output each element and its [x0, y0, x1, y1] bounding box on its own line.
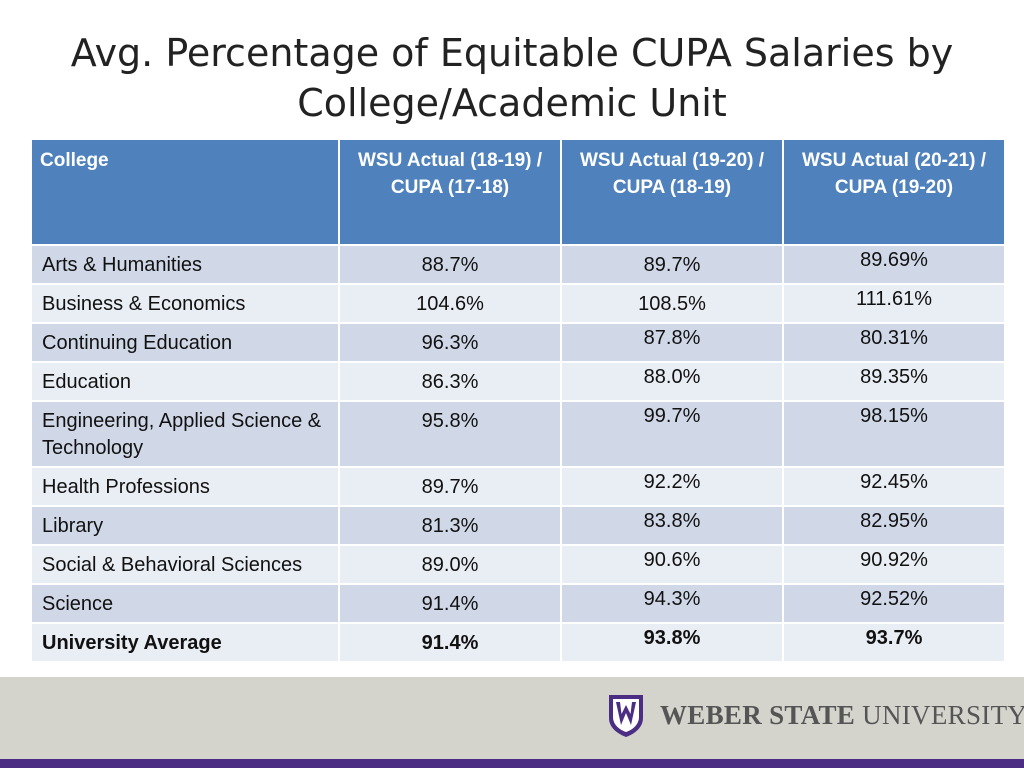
footer-band: [0, 677, 1024, 768]
value-20-21: 111.61%: [782, 283, 1006, 324]
wordmark-regular: UNIVERSITY: [862, 700, 1024, 730]
college-name: Health Professions: [30, 466, 340, 507]
value-18-19: 104.6%: [338, 283, 562, 324]
header-college: College: [30, 138, 340, 246]
header-wsu-20-21: WSU Actual (20-21) / CUPA (19-20): [782, 138, 1006, 246]
value-19-20: 108.5%: [560, 283, 784, 324]
title-line-1: Avg. Percentage of Equitable CUPA Salari…: [70, 31, 954, 75]
value-20-21: 90.92%: [782, 544, 1006, 585]
value-20-21: 82.95%: [782, 505, 1006, 546]
value-20-21: 89.69%: [782, 244, 1006, 285]
university-wordmark: WEBER STATE UNIVERSITY: [660, 700, 1024, 731]
value-19-20: 83.8%: [560, 505, 784, 546]
college-name: Library: [30, 505, 340, 546]
header-wsu-19-20: WSU Actual (19-20) / CUPA (18-19): [560, 138, 784, 246]
college-name: Business & Economics: [30, 283, 340, 324]
value-18-19: 91.4%: [338, 583, 562, 624]
value-18-19: 91.4%: [338, 622, 562, 663]
college-name: Continuing Education: [30, 322, 340, 363]
footer-purple-bar: [0, 759, 1024, 768]
table-row: Library 81.3% 83.8% 82.95%: [30, 505, 1006, 546]
value-18-19: 95.8%: [338, 400, 562, 468]
header-wsu-18-19: WSU Actual (18-19) / CUPA (17-18): [338, 138, 562, 246]
wordmark-bold: WEBER STATE: [660, 700, 856, 730]
table-row: Social & Behavioral Sciences 89.0% 90.6%…: [30, 544, 1006, 585]
value-19-20: 93.8%: [560, 622, 784, 663]
value-19-20: 90.6%: [560, 544, 784, 585]
value-18-19: 81.3%: [338, 505, 562, 546]
college-name: University Average: [30, 622, 340, 663]
value-20-21: 92.45%: [782, 466, 1006, 507]
slide-title: Avg. Percentage of Equitable CUPA Salari…: [0, 28, 1024, 128]
value-18-19: 96.3%: [338, 322, 562, 363]
value-20-21: 93.7%: [782, 622, 1006, 663]
value-20-21: 92.52%: [782, 583, 1006, 624]
value-18-19: 86.3%: [338, 361, 562, 402]
university-average-row: University Average 91.4% 93.8% 93.7%: [30, 622, 1006, 663]
value-19-20: 87.8%: [560, 322, 784, 363]
table-row: Science 91.4% 94.3% 92.52%: [30, 583, 1006, 624]
value-19-20: 99.7%: [560, 400, 784, 468]
title-line-2: College/Academic Unit: [297, 81, 727, 125]
value-20-21: 98.15%: [782, 400, 1006, 468]
table-row: Arts & Humanities 88.7% 89.7% 89.69%: [30, 244, 1006, 285]
value-20-21: 89.35%: [782, 361, 1006, 402]
table-row: Health Professions 89.7% 92.2% 92.45%: [30, 466, 1006, 507]
value-20-21: 80.31%: [782, 322, 1006, 363]
value-18-19: 88.7%: [338, 244, 562, 285]
value-19-20: 94.3%: [560, 583, 784, 624]
table-row: Education 86.3% 88.0% 89.35%: [30, 361, 1006, 402]
table-row: Continuing Education 96.3% 87.8% 80.31%: [30, 322, 1006, 363]
college-name: Arts & Humanities: [30, 244, 340, 285]
table-row: Engineering, Applied Science & Technolog…: [30, 400, 1006, 468]
value-19-20: 89.7%: [560, 244, 784, 285]
value-19-20: 88.0%: [560, 361, 784, 402]
salary-table: College WSU Actual (18-19) / CUPA (17-18…: [30, 138, 1006, 663]
college-name: Engineering, Applied Science & Technolog…: [30, 400, 340, 468]
value-18-19: 89.7%: [338, 466, 562, 507]
value-18-19: 89.0%: [338, 544, 562, 585]
value-19-20: 92.2%: [560, 466, 784, 507]
college-name: Education: [30, 361, 340, 402]
weber-state-w-shield-icon: [609, 695, 643, 737]
college-name: Science: [30, 583, 340, 624]
header-row: College WSU Actual (18-19) / CUPA (17-18…: [30, 138, 1006, 246]
table-row: Business & Economics 104.6% 108.5% 111.6…: [30, 283, 1006, 324]
college-name: Social & Behavioral Sciences: [30, 544, 340, 585]
